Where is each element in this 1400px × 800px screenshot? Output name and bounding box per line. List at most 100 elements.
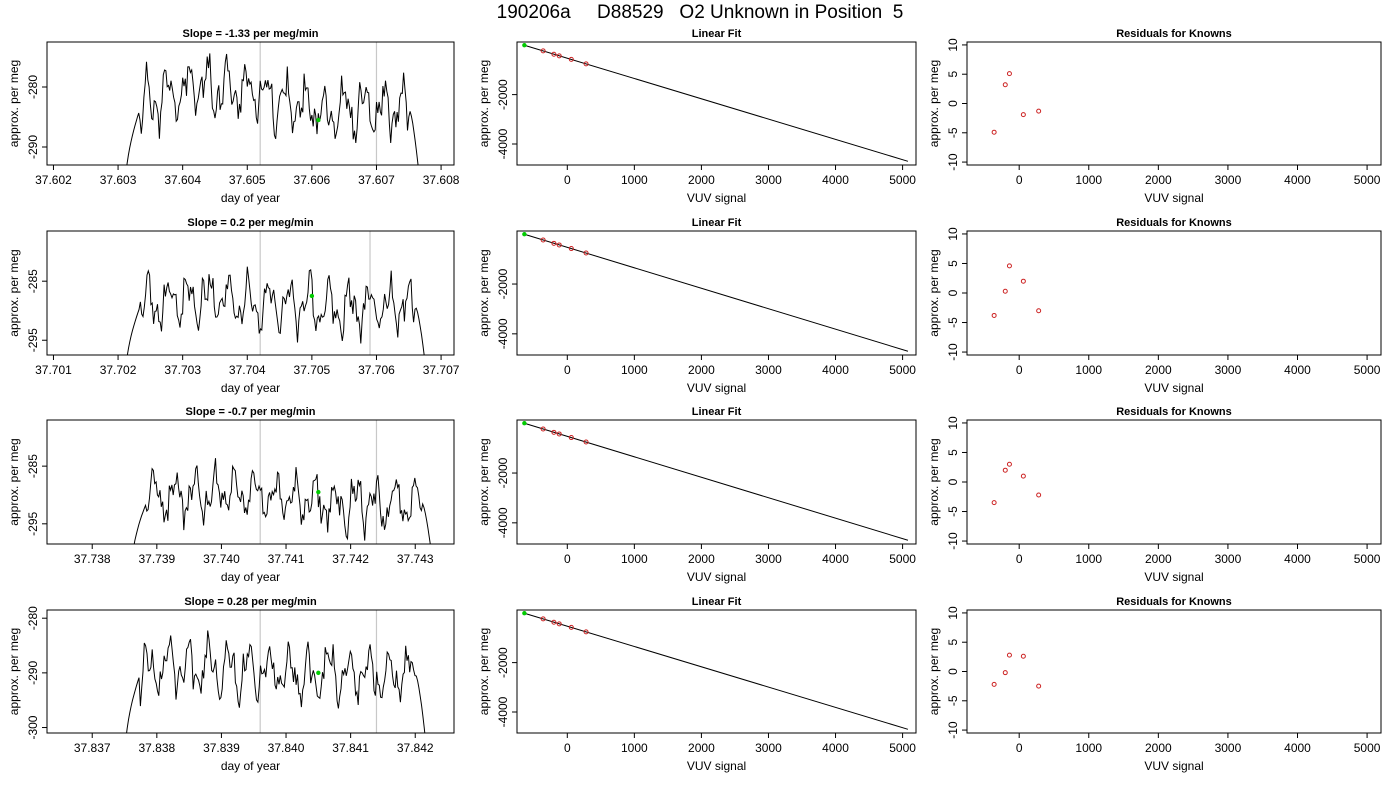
y-tick-label: -285	[26, 454, 40, 478]
residual-point	[991, 681, 997, 687]
plot-area	[991, 263, 1042, 318]
residual-point	[1002, 467, 1008, 473]
residual-point	[1006, 461, 1012, 467]
fit-point	[568, 624, 574, 630]
residual-point	[1002, 82, 1008, 88]
panel-resid-1: Residuals for Knowns 0 1000 2000 3000 4000 500…	[927, 28, 1382, 205]
y-axis-label: approx. per meg	[477, 438, 491, 525]
fit-point	[583, 250, 589, 256]
y-tick-label: 0	[946, 668, 960, 675]
x-tick-label: 37.702	[100, 363, 137, 377]
fit-point	[556, 431, 562, 437]
x-tick-label: 1000	[621, 363, 648, 377]
x-tick-label: 1000	[621, 173, 648, 187]
residual-point	[991, 500, 997, 506]
x-axis-label: VUV signal	[1144, 191, 1203, 205]
y-tick-label: -285	[26, 269, 40, 293]
y-tick-label: 0	[946, 478, 960, 485]
x-tick-label: 3000	[1215, 741, 1242, 755]
x-tick-label: 1000	[621, 552, 648, 566]
residual-point	[1002, 288, 1008, 294]
y-tick-label: -2000	[496, 647, 510, 678]
x-axis-label: VUV signal	[687, 381, 746, 395]
panel-title: Residuals for Knowns	[1116, 217, 1232, 229]
x-tick-label: 3000	[1215, 363, 1242, 377]
panel-title: Slope = 0.28 per meg/min	[184, 596, 317, 608]
x-tick-label: 37.739	[138, 552, 175, 566]
panel-fit-4: Linear Fit 0 1000 2000 3000 4000 5000 -4000 -200…	[477, 596, 917, 773]
residual-point	[1036, 492, 1042, 498]
y-tick-label: -10	[946, 532, 960, 550]
plot-area	[126, 42, 419, 165]
y-tick-label: -295	[26, 328, 40, 352]
panel-time-2: Slope = 0.2 per meg/min 37.701 37.702 37.70…	[7, 217, 460, 395]
x-tick-label: 0	[564, 363, 571, 377]
x-tick-label: 2000	[1145, 363, 1172, 377]
x-tick-label: 2000	[688, 552, 715, 566]
time-trace-line	[126, 266, 425, 355]
plot-frame	[966, 230, 1382, 356]
plot-frame	[966, 41, 1382, 166]
x-tick-label: 5000	[889, 741, 916, 755]
x-tick-label: 37.707	[423, 363, 460, 377]
panel-title: Linear Fit	[692, 406, 742, 418]
panel-resid-4: Residuals for Knowns 0 1000 2000 3000 4000 500…	[927, 596, 1382, 773]
x-tick-label: 4000	[822, 363, 849, 377]
panel-title: Residuals for Knowns	[1116, 596, 1232, 608]
plot-area	[522, 611, 909, 730]
plot-frame	[966, 419, 1382, 545]
x-tick-label: 37.842	[397, 741, 434, 755]
fit-line	[524, 44, 909, 162]
x-tick-label: 1000	[1075, 363, 1102, 377]
x-tick-label: 37.743	[397, 552, 434, 566]
y-tick-label: -4000	[496, 318, 510, 349]
fit-point	[556, 621, 562, 627]
plot-frame	[46, 41, 455, 166]
panel-title: Linear Fit	[692, 596, 742, 608]
unknown-marker	[316, 670, 321, 676]
y-tick-label: 5	[946, 639, 960, 646]
y-tick-label: -4000	[496, 507, 510, 538]
fit-point	[556, 53, 562, 59]
y-tick-label: -280	[26, 75, 40, 99]
panel-resid-3: Residuals for Knowns 0 1000 2000 3000 4000 500…	[927, 406, 1382, 584]
x-axis-label: VUV signal	[687, 570, 746, 584]
x-tick-label: 1000	[1075, 552, 1102, 566]
residual-point	[1020, 473, 1026, 479]
x-tick-label: 37.608	[423, 173, 460, 187]
panel-title: Residuals for Knowns	[1116, 28, 1232, 40]
y-tick-label: -10	[946, 343, 960, 361]
fit-line	[524, 422, 909, 541]
x-tick-label: 37.839	[203, 741, 240, 755]
y-tick-label: -2000	[496, 457, 510, 488]
time-trace-line	[126, 53, 419, 165]
panel-time-4: Slope = 0.28 per meg/min 37.837 37.838 37.8…	[7, 596, 455, 773]
x-tick-label: 4000	[1284, 363, 1311, 377]
x-tick-label: 37.703	[164, 363, 201, 377]
x-tick-label: 1000	[621, 741, 648, 755]
plot-frame	[966, 609, 1382, 734]
x-tick-label: 37.841	[332, 741, 369, 755]
y-tick-label: -5	[946, 695, 960, 706]
fit-point	[551, 240, 557, 246]
fit-point	[583, 439, 589, 445]
x-tick-label: 4000	[1284, 552, 1311, 566]
x-tick-label: 5000	[1354, 363, 1381, 377]
y-tick-label: 0	[946, 289, 960, 296]
x-tick-label: 4000	[1284, 173, 1311, 187]
residual-point	[1020, 112, 1026, 118]
residual-point	[1020, 278, 1026, 284]
residual-point	[1036, 108, 1042, 114]
x-tick-label: 37.840	[268, 741, 305, 755]
x-tick-label: 37.838	[138, 741, 175, 755]
panel-time-1: Slope = -1.33 per meg/min 37.602 37.603 37.…	[7, 28, 460, 205]
panel-title: Residuals for Knowns	[1116, 406, 1232, 418]
x-tick-label: 37.738	[74, 552, 111, 566]
x-tick-label: 37.837	[74, 741, 111, 755]
y-axis-label: approx. per meg	[927, 628, 941, 715]
y-tick-label: -10	[946, 721, 960, 739]
y-axis-label: approx. per meg	[7, 628, 21, 715]
fit-point	[540, 426, 546, 432]
